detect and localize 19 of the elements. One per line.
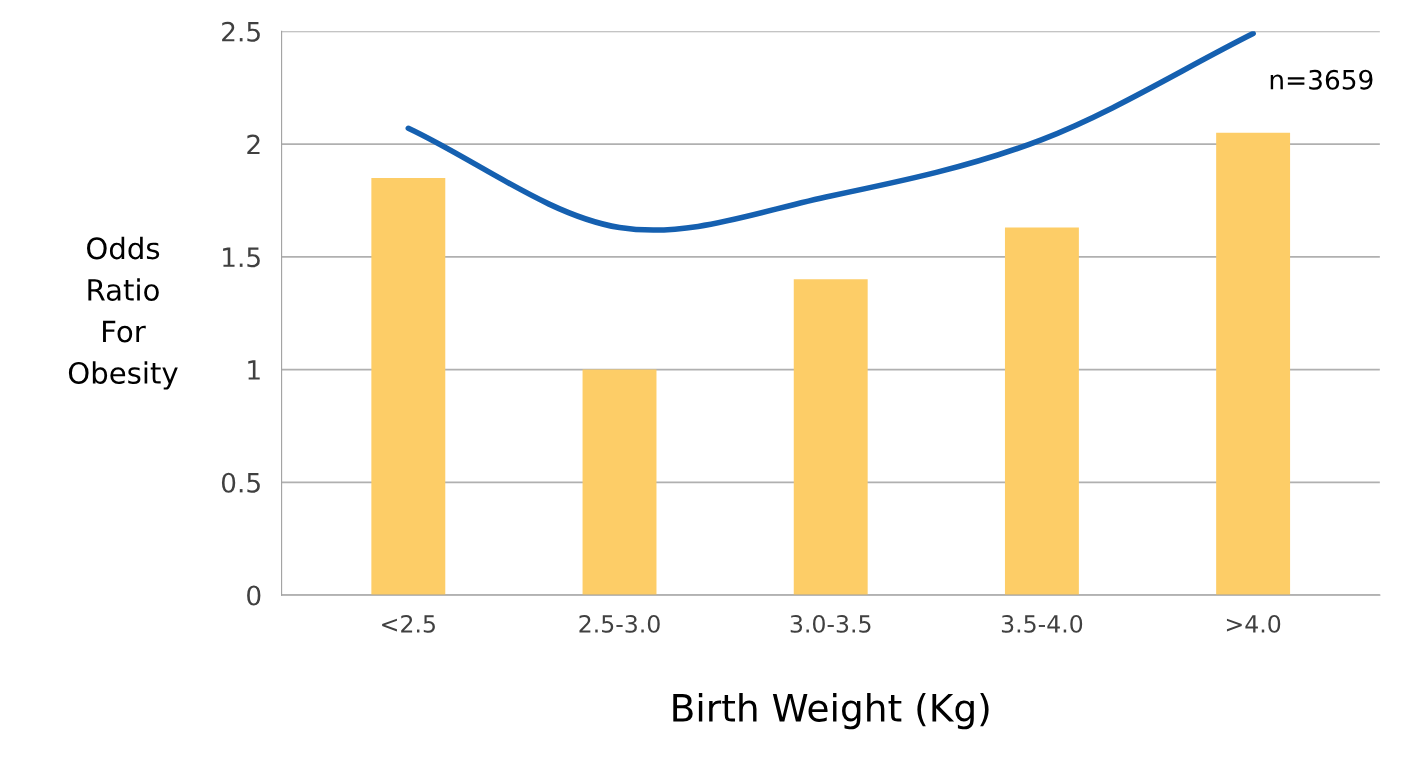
x-tick-label: <2.5 xyxy=(382,614,435,633)
y-axis-title: Odds Ratio For Obesity xyxy=(68,236,178,390)
y-tick-label: 1 xyxy=(248,360,260,380)
y-tick-label: 1.5 xyxy=(223,247,260,268)
x-tick-label: >4.0 xyxy=(1226,614,1281,633)
bar xyxy=(371,177,446,596)
y-tick-label: 0.5 xyxy=(221,472,260,493)
bar xyxy=(1004,227,1079,596)
y-tick-label: 2 xyxy=(247,134,260,155)
annotation: n=3659 xyxy=(1270,69,1373,90)
bar xyxy=(1216,132,1291,596)
y-tick-label: 2.5 xyxy=(222,21,260,42)
x-tick-label: 3.5-4.0 xyxy=(1001,614,1083,633)
x-axis-title: Birth Weight (Kg) xyxy=(673,692,989,730)
x-tick-label: 3.0-3.5 xyxy=(790,614,871,633)
y-tick-label: 0 xyxy=(247,585,261,606)
bar xyxy=(793,279,868,596)
x-tick-label: 2.5-3.0 xyxy=(579,614,660,633)
bar xyxy=(582,369,657,596)
